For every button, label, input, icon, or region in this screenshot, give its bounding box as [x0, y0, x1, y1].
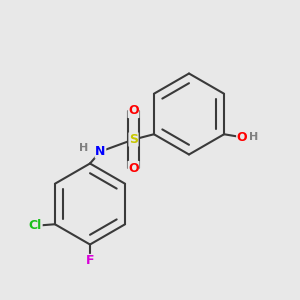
Text: O: O: [128, 161, 139, 175]
Text: S: S: [129, 133, 138, 146]
Text: N: N: [95, 145, 106, 158]
Text: F: F: [86, 254, 94, 268]
Text: O: O: [128, 104, 139, 118]
Text: H: H: [249, 132, 259, 142]
Text: Cl: Cl: [29, 219, 42, 232]
Text: H: H: [80, 143, 88, 153]
Text: O: O: [237, 131, 248, 144]
